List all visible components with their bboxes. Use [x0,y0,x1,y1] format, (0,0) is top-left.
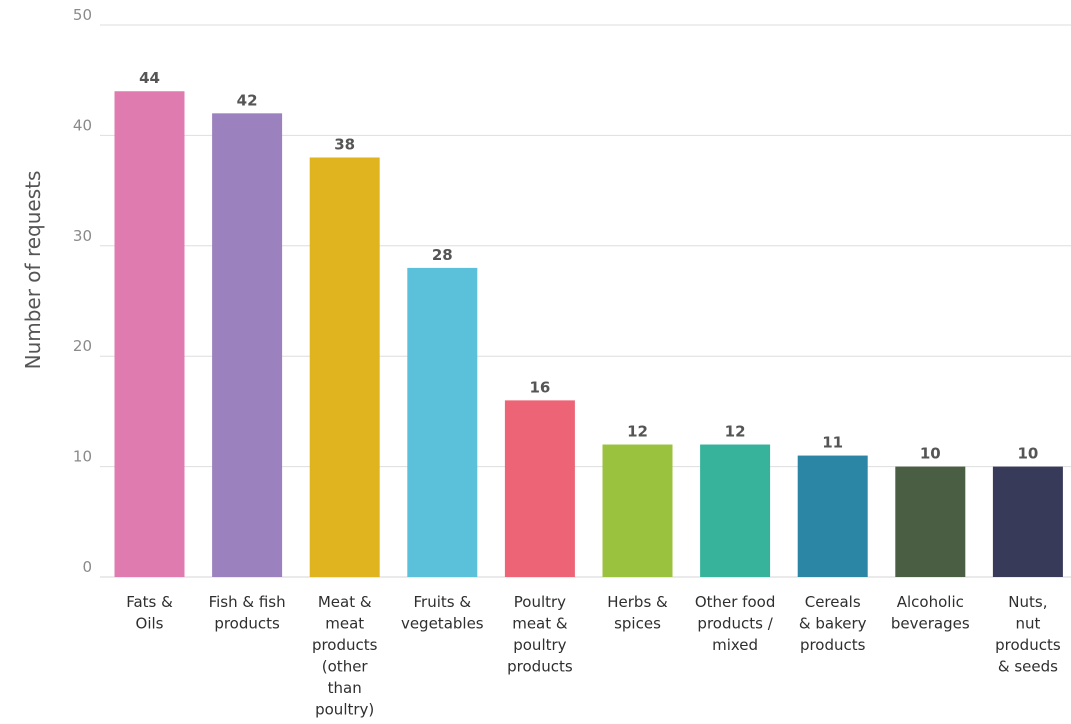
bar [309,157,380,578]
data-label: 12 [725,423,746,441]
x-tick-label: Poultry meat & poultry products [507,593,573,676]
bar [212,113,283,577]
data-label: 42 [237,91,258,109]
y-tick-label: 40 [73,116,92,134]
data-label: 12 [627,423,648,441]
data-label: 38 [334,135,355,153]
bars [114,91,1063,578]
bar [992,466,1063,577]
x-tick-label: Fats & Oils [126,593,173,633]
data-label: 44 [139,69,160,87]
bar [602,444,673,577]
y-tick-label: 30 [73,227,92,245]
y-tick-label: 0 [82,558,92,576]
bar [407,267,478,577]
bar [700,444,771,577]
bar [114,91,185,578]
y-axis-label: Number of requests [21,171,45,370]
x-tick-label: Other food products / mixed [695,593,776,654]
y-tick-label: 20 [73,337,92,355]
data-label: 28 [432,246,453,264]
data-label: 16 [529,378,550,396]
y-tick-label: 50 [73,6,92,24]
x-tick-label: Cereals & bakery products [799,593,867,654]
x-axis: Fats & Oils Fish & fish products Meat & meat p… [126,593,1061,719]
y-axis: 0 10 20 30 40 50 [73,6,92,576]
x-tick-label: Fish & fish products [209,593,286,633]
x-tick-label: Meat & meat products (other than poultry) [312,593,378,719]
data-label: 10 [1017,445,1038,463]
x-tick-label: Herbs & spices [607,593,668,633]
data-labels: 44 42 38 28 16 12 12 11 10 10 [139,69,1038,462]
data-label: 11 [822,434,843,452]
x-tick-label: Alcoholic beverages [891,593,970,633]
x-tick-label: Nuts, nut products & seeds [995,593,1061,676]
bar [895,466,966,577]
data-label: 10 [920,445,941,463]
y-tick-label: 10 [73,448,92,466]
x-tick-label: Fruits & vegetables [401,593,484,633]
bar [504,400,575,577]
bar [797,455,868,577]
